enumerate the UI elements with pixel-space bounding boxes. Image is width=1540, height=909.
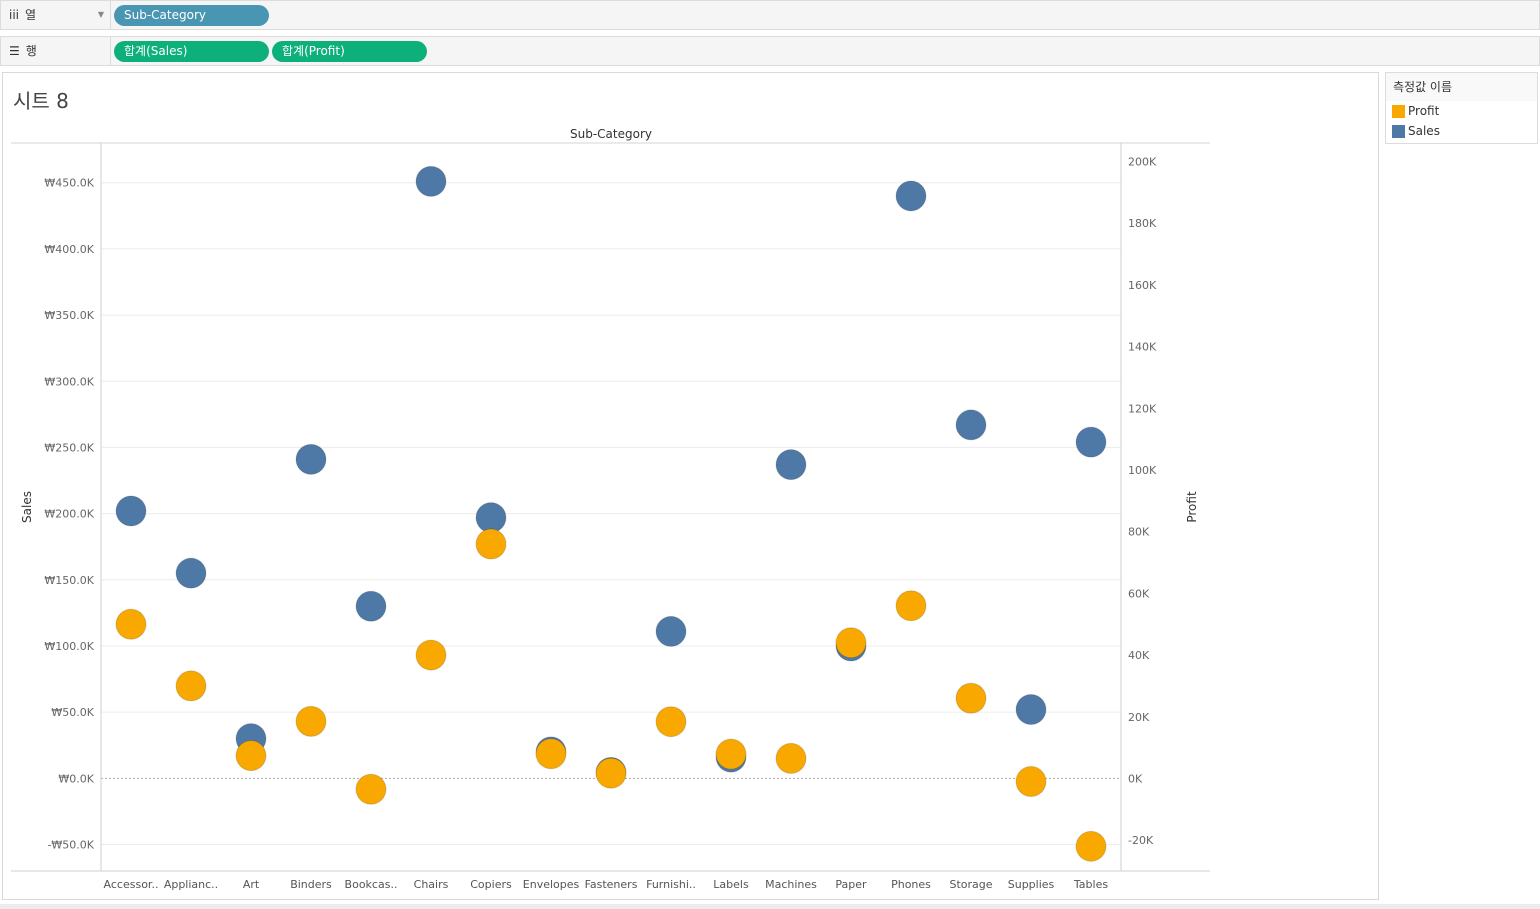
- scatter-point-profit: [655, 706, 687, 738]
- scatter-point-profit: [355, 773, 387, 805]
- legend-item-sales[interactable]: Sales: [1386, 121, 1537, 141]
- legend-swatch-sales: [1392, 125, 1405, 138]
- scatter-point-sales: [115, 495, 147, 527]
- legend-item-profit[interactable]: Profit: [1386, 101, 1537, 121]
- right-axis-tick-label: 20K: [1128, 711, 1150, 724]
- scatter-point-sales: [1075, 426, 1107, 458]
- legend-title: 측정값 이름: [1386, 73, 1537, 101]
- right-axis-tick-label: 160K: [1128, 279, 1157, 292]
- right-axis-tick-label: 100K: [1128, 464, 1157, 477]
- left-axis-tick-label: ₩100.0K: [44, 640, 94, 653]
- status-bar: [0, 904, 1540, 909]
- scatter-point-profit: [835, 627, 867, 659]
- category-label: Bookcas..: [345, 878, 398, 891]
- scatter-point-profit: [415, 639, 447, 671]
- scatter-point-sales: [895, 180, 927, 212]
- legend: 측정값 이름 Profit Sales: [1385, 72, 1538, 144]
- rows-shelf-label[interactable]: ☰ 행: [1, 37, 111, 65]
- scatter-point-profit: [115, 608, 147, 640]
- scatter-point-profit: [475, 528, 507, 560]
- category-label: Chairs: [414, 878, 449, 891]
- x-axis-header-title: Sub-Category: [570, 127, 652, 141]
- left-axis-tick-label: ₩350.0K: [44, 309, 94, 322]
- scatter-point-sales: [415, 165, 447, 197]
- right-axis-tick-label: 180K: [1128, 217, 1157, 230]
- rows-shelf: ☰ 행 합계(Sales) 합계(Profit): [0, 36, 1540, 66]
- right-axis-tick-label: 60K: [1128, 587, 1150, 600]
- scatter-point-sales: [655, 615, 687, 647]
- right-axis-title: Profit: [1185, 491, 1199, 523]
- columns-icon: iii: [9, 8, 20, 22]
- scatter-point-profit: [1075, 830, 1107, 862]
- left-axis-tick-label: -₩50.0K: [47, 839, 94, 852]
- category-label: Fasteners: [585, 878, 638, 891]
- scatter-point-sales: [775, 449, 807, 481]
- sheet-title: 시트 8: [13, 89, 69, 113]
- left-axis-tick-label: ₩150.0K: [44, 574, 94, 587]
- category-label: Applianc..: [164, 878, 218, 891]
- scatter-point-profit: [175, 670, 207, 702]
- scatter-point-sales: [955, 409, 987, 441]
- sub-category-pill[interactable]: Sub-Category: [114, 5, 269, 26]
- scatter-point-sales: [1015, 694, 1047, 726]
- category-label: Paper: [835, 878, 867, 891]
- scatter-point-profit: [295, 705, 327, 737]
- scatter-point-profit: [775, 742, 807, 774]
- rows-icon: ☰: [9, 44, 20, 58]
- category-label: Tables: [1073, 878, 1108, 891]
- right-axis-tick-label: 0K: [1128, 772, 1143, 785]
- scatter-point-profit: [535, 738, 567, 770]
- right-axis-tick-label: -20K: [1128, 834, 1154, 847]
- right-axis-tick-label: 80K: [1128, 526, 1150, 539]
- category-label: Labels: [713, 878, 749, 891]
- left-axis-tick-label: ₩250.0K: [44, 441, 94, 454]
- category-label: Storage: [949, 878, 992, 891]
- legend-swatch-profit: [1392, 105, 1405, 118]
- left-axis-tick-label: ₩0.0K: [58, 772, 94, 785]
- category-label: Phones: [891, 878, 931, 891]
- sum-sales-pill[interactable]: 합계(Sales): [114, 41, 269, 62]
- category-label: Supplies: [1008, 878, 1055, 891]
- category-label: Envelopes: [523, 878, 580, 891]
- scatter-point-profit: [1015, 766, 1047, 798]
- left-axis-tick-label: ₩450.0K: [44, 177, 94, 190]
- category-label: Accessor..: [104, 878, 159, 891]
- scatter-point-profit: [955, 682, 987, 714]
- chevron-down-icon[interactable]: ▼: [97, 10, 104, 19]
- category-label: Binders: [290, 878, 332, 891]
- worksheet: 시트 8 Sub-Category -₩50.0K ₩0.0K ₩50.0K ₩100.…: [2, 72, 1379, 900]
- category-label: Machines: [765, 878, 817, 891]
- columns-shelf-label[interactable]: iii 열 ▼: [1, 1, 111, 29]
- left-axis-title: Sales: [20, 491, 34, 523]
- scatter-point-sales: [355, 590, 387, 622]
- scatter-point-sales: [175, 557, 207, 589]
- category-label: Art: [243, 878, 260, 891]
- right-axis-tick-label: 40K: [1128, 649, 1150, 662]
- scatter-point-profit: [895, 590, 927, 622]
- right-axis-tick-label: 200K: [1128, 156, 1157, 169]
- columns-shelf: iii 열 ▼ Sub-Category: [0, 0, 1540, 30]
- right-axis-tick-label: 120K: [1128, 402, 1157, 415]
- dual-axis-scatter-chart: Sub-Category -₩50.0K ₩0.0K ₩50.0K ₩100.0K ₩15…: [11, 127, 1210, 891]
- sum-profit-pill[interactable]: 합계(Profit): [272, 41, 427, 62]
- left-axis-tick-label: ₩400.0K: [44, 243, 94, 256]
- left-axis-tick-label: ₩200.0K: [44, 508, 94, 521]
- left-axis-tick-label: ₩50.0K: [51, 706, 94, 719]
- left-axis-tick-label: ₩300.0K: [44, 375, 94, 388]
- category-label: Copiers: [470, 878, 512, 891]
- right-axis-tick-label: 140K: [1128, 341, 1157, 354]
- scatter-point-profit: [235, 740, 267, 772]
- category-label: Furnishi..: [646, 878, 696, 891]
- scatter-point-profit: [715, 738, 747, 770]
- scatter-point-sales: [295, 443, 327, 475]
- scatter-point-profit: [595, 757, 627, 789]
- scatter-point-sales: [475, 502, 507, 534]
